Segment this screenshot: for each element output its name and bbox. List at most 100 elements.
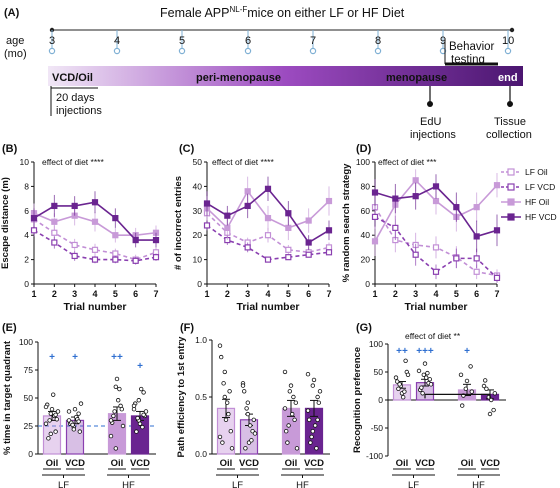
data-point	[91, 246, 99, 253]
age-tick-label: 3	[49, 35, 55, 47]
y-tick-label: 4	[24, 230, 29, 240]
data-point	[491, 407, 496, 413]
panel-a-title-post: mice on either LF or HF Diet	[247, 6, 405, 20]
data-point	[113, 446, 118, 451]
data-point	[244, 406, 249, 411]
data-point	[313, 423, 318, 428]
x-tick-label: 5	[454, 289, 459, 299]
data-point	[432, 244, 440, 251]
legend-label: LF Oil	[525, 167, 548, 177]
timeline-vcd-oil: VCD/Oil	[52, 72, 93, 84]
data-point	[243, 446, 248, 451]
age-tick-label: 8	[375, 35, 381, 47]
data-point	[264, 256, 272, 263]
x-axis-label: Trial number	[63, 301, 126, 313]
y-axis-label: Escape distance (m)	[0, 177, 11, 269]
y-tick-label: 6	[24, 206, 29, 216]
y-tick-label: 0	[24, 279, 29, 289]
data-point	[252, 431, 258, 436]
data-point	[140, 424, 145, 430]
legend-label: LF VCD	[525, 182, 555, 192]
y-tick-label: 8	[24, 181, 29, 191]
y-tick-label: 50	[374, 367, 384, 377]
significance-mark: +	[72, 352, 78, 363]
data-point	[484, 386, 489, 391]
panel-a-title-sup: NL-F	[229, 5, 247, 14]
data-point	[53, 429, 58, 434]
panel-d: (D) effect of diet *** 0 20 40 60 80 100 1 2 3 4 5…	[341, 143, 557, 313]
data-point	[71, 252, 78, 260]
data-point	[464, 378, 470, 384]
y-tick-label: 2	[24, 255, 29, 265]
data-point	[402, 389, 407, 394]
y-tick-label: 30	[193, 206, 203, 216]
data-point	[493, 182, 501, 189]
data-point	[412, 177, 419, 184]
age-tick-dot	[439, 47, 447, 55]
data-point	[393, 375, 399, 380]
behavior-label-1: Behavior	[449, 41, 495, 53]
age-tick-label: 9	[440, 35, 446, 47]
y-tick-label: 0	[197, 279, 202, 289]
data-point	[223, 417, 229, 422]
x-axis-label: Trial number	[404, 301, 467, 313]
data-point	[51, 202, 58, 210]
data-point	[112, 215, 119, 222]
data-point	[72, 407, 78, 412]
data-point	[49, 407, 55, 412]
data-point	[315, 417, 320, 422]
legend-item-hf-vcd: HF VCD	[501, 212, 557, 222]
data-point	[244, 188, 251, 195]
age-tick-label: 5	[179, 35, 185, 47]
legend: LF Oil LF VCD HF Oil HF VCD	[501, 167, 557, 222]
data-point	[132, 257, 139, 264]
series-hf-vcd	[371, 174, 501, 253]
panel-a-title: Female APPNL-Fmice on either LF or HF Di…	[160, 5, 405, 20]
data-point	[473, 233, 480, 240]
bar-category-label: Oil	[396, 458, 409, 469]
x-tick-label: 6	[306, 289, 311, 299]
y-tick-label: 60	[361, 206, 371, 216]
data-point	[114, 376, 120, 382]
x-tick-label: 3	[413, 289, 418, 299]
data-point	[217, 343, 223, 348]
age-tick-dot	[178, 47, 186, 55]
y-tick-label: 20	[193, 230, 203, 240]
x-tick-label: 7	[153, 289, 158, 299]
data-point	[294, 446, 300, 451]
data-point	[427, 377, 432, 382]
y-tick-label: 25	[24, 421, 34, 431]
data-point	[428, 382, 434, 387]
data-point	[241, 389, 247, 394]
y-tick-label: 1.0	[195, 335, 207, 345]
data-point	[285, 254, 292, 261]
data-point	[316, 400, 321, 405]
bar-category-label: Oil	[285, 458, 298, 469]
data-point	[453, 204, 460, 211]
age-tick-dot	[309, 47, 317, 55]
y-axis-label: # of incorrect entries	[173, 176, 184, 270]
x-tick-label: 6	[133, 289, 138, 299]
data-point	[311, 377, 317, 383]
y-tick-label: 0.5	[195, 392, 207, 402]
data-point	[308, 440, 313, 445]
data-point	[493, 227, 501, 234]
data-point	[112, 256, 119, 263]
data-point	[310, 429, 315, 434]
data-point	[416, 368, 422, 374]
y-tick-label: 50	[193, 157, 203, 167]
significance-mark: ++	[111, 352, 123, 363]
data-point	[282, 406, 288, 411]
age-tick-dot	[504, 47, 512, 55]
group-label: HF	[296, 480, 309, 488]
panel-a-label: (A)	[4, 7, 20, 19]
data-point	[325, 197, 333, 205]
data-point	[315, 394, 320, 400]
group-label: HF	[472, 480, 485, 488]
data-point	[314, 446, 319, 451]
data-point	[492, 391, 497, 396]
y-tick-label: 75	[24, 365, 34, 375]
data-point	[244, 244, 251, 251]
